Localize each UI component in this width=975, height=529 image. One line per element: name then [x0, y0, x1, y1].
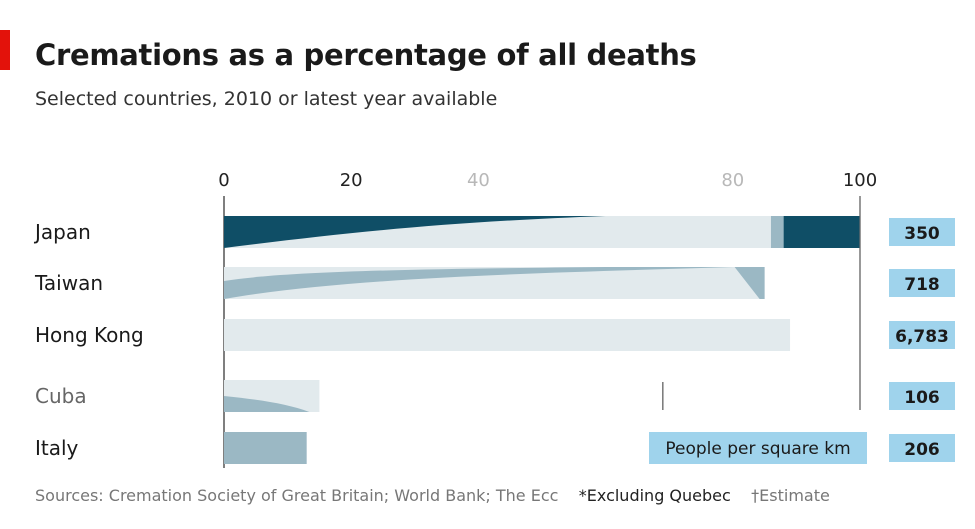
bar [224, 319, 791, 351]
bar-segment [224, 216, 606, 248]
category-label: Hong Kong [35, 323, 144, 347]
x-tick-label: 80 [721, 170, 744, 191]
x-tick-label: 100 [843, 170, 877, 191]
bar-segment [224, 267, 760, 299]
category-label: Cuba [35, 384, 87, 408]
density-value: 206 [904, 440, 940, 460]
category-label: Taiwan [34, 271, 103, 295]
density-box [889, 269, 955, 297]
density-value: 6,783 [895, 327, 949, 347]
x-tick-label: 40 [467, 170, 490, 191]
chart-title: Cremations as a percentage of all deaths [35, 38, 697, 72]
category-label: Italy [35, 436, 79, 460]
density-value: 106 [904, 388, 940, 408]
chart-subtitle: Selected countries, 2010 or latest year … [35, 88, 498, 110]
x-tick-label: 20 [340, 170, 363, 191]
density-box [889, 218, 955, 246]
bar-segment [783, 216, 860, 248]
density-box [889, 321, 955, 349]
density-box [889, 434, 955, 462]
secondary-label-box [649, 432, 867, 464]
footer: Sources: Cremation Society of Great Brit… [35, 486, 830, 505]
bar [224, 432, 307, 464]
brand-red-tag [0, 30, 10, 70]
density-value: 350 [904, 224, 940, 244]
footer-sources: Sources: Cremation Society of Great Brit… [35, 486, 559, 505]
density-box [889, 382, 955, 410]
secondary-column-label: People per square km [665, 439, 850, 459]
category-label: Japan [33, 220, 91, 244]
bar-chart: 0 20 40 80 100 Japan 350 Taiwan 718 Hong Kong 6,78… [33, 170, 955, 468]
density-value: 718 [904, 275, 940, 295]
footer-note-excluding: *Excluding Quebec [578, 486, 731, 505]
x-tick-label: 0 [218, 170, 229, 191]
bar-segment [224, 396, 310, 412]
footer-note-estimate: †Estimate [751, 486, 830, 505]
